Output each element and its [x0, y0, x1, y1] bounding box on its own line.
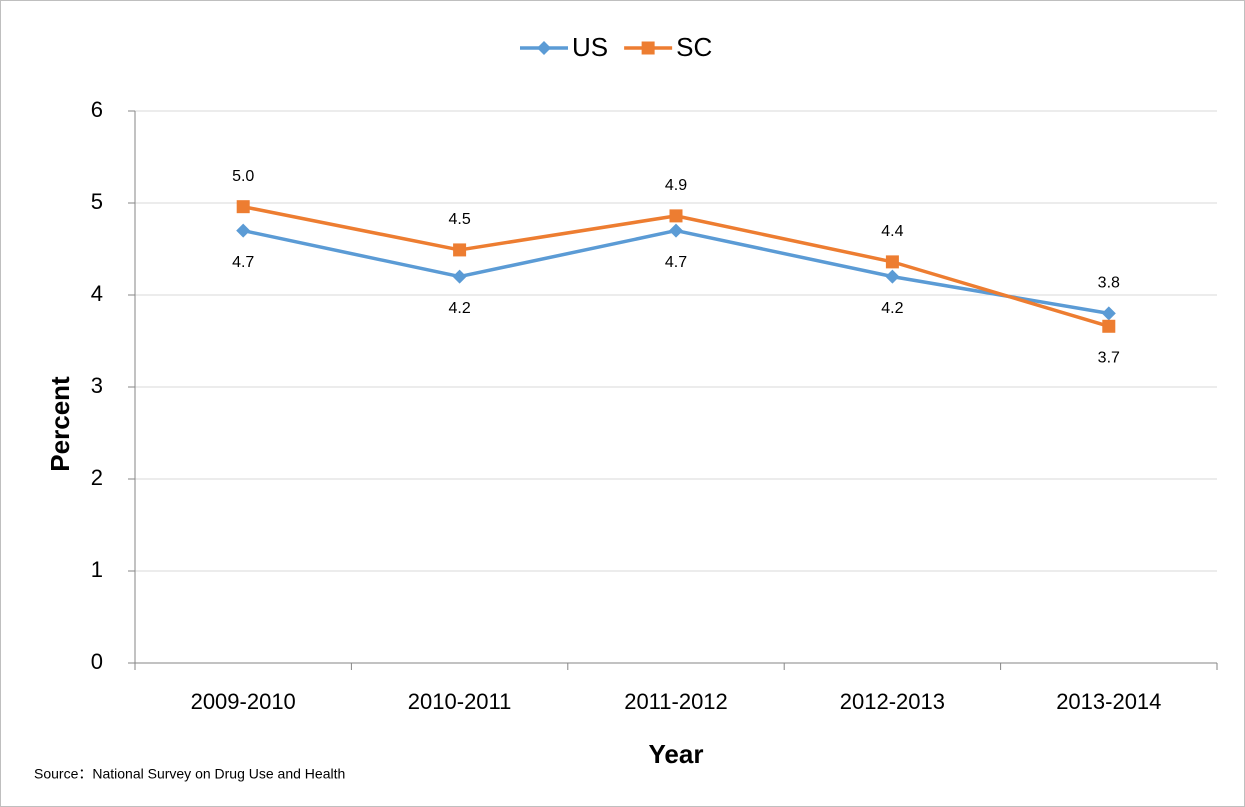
data-point — [885, 255, 899, 269]
legend-label: SC — [676, 32, 712, 62]
y-axis-title: Percent — [45, 376, 75, 472]
y-tick-label: 4 — [91, 281, 103, 306]
data-point — [885, 269, 900, 284]
y-tick-label: 6 — [91, 97, 103, 122]
data-label: 4.9 — [665, 177, 687, 194]
y-tick-label: 0 — [91, 649, 103, 674]
legend-marker — [641, 41, 655, 55]
source-note: Source：National Survey on Drug Use and H… — [34, 766, 345, 782]
data-point — [669, 209, 683, 223]
x-axis-title: Year — [649, 739, 704, 769]
data-label: 4.7 — [665, 254, 687, 271]
data-label: 4.5 — [448, 211, 470, 228]
data-label: 4.7 — [232, 254, 254, 271]
data-point — [453, 243, 467, 257]
y-tick-label: 2 — [91, 465, 103, 490]
x-tick-label: 2010-2011 — [408, 689, 512, 714]
data-label: 4.2 — [448, 300, 470, 317]
y-tick-label: 1 — [91, 557, 103, 582]
data-point — [1101, 306, 1116, 321]
data-point — [1102, 319, 1116, 333]
y-tick-label: 3 — [91, 373, 103, 398]
data-point — [452, 269, 467, 284]
data-label: 3.7 — [1098, 349, 1120, 366]
data-label: 4.4 — [881, 223, 903, 240]
data-label: 3.8 — [1098, 275, 1120, 292]
data-point — [669, 223, 683, 238]
x-tick-label: 2011-2012 — [624, 689, 728, 714]
x-tick-label: 2009-2010 — [191, 689, 296, 714]
x-tick-label: 2013-2014 — [1056, 689, 1161, 714]
y-tick-label: 5 — [91, 189, 103, 214]
data-point — [236, 200, 250, 214]
legend-marker — [537, 41, 551, 55]
x-tick-label: 2012-2013 — [840, 689, 945, 714]
data-point — [236, 223, 251, 238]
legend-label: US — [572, 32, 608, 62]
data-label: 4.2 — [881, 300, 903, 317]
data-label: 5.0 — [232, 168, 254, 185]
